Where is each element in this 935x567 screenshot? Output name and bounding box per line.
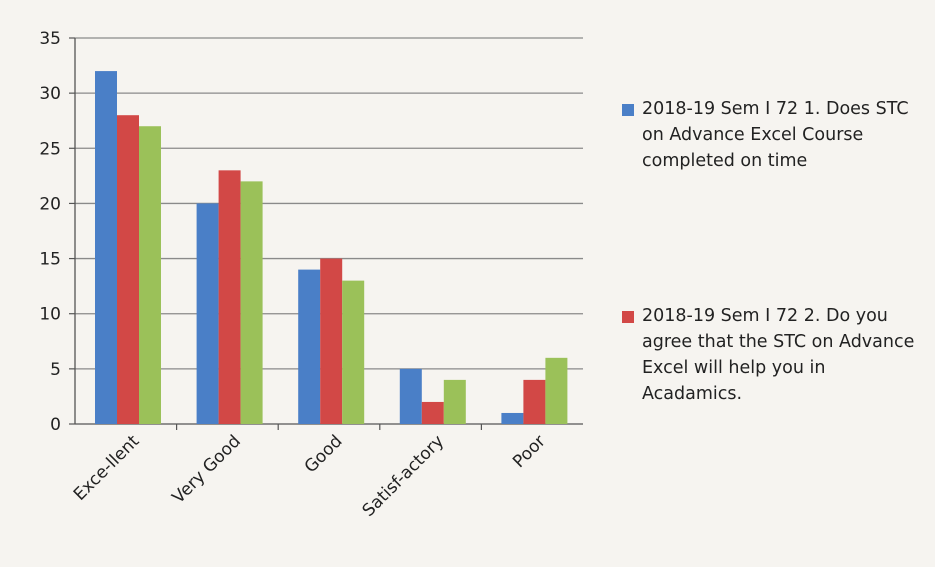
bar-satisf-actory-series-2 — [421, 401, 444, 424]
legend-entry-1: 2018-19 Sem I 72 1. Does STC on Advance … — [622, 96, 922, 174]
x-category-label-3: Good — [301, 431, 347, 477]
y-tick-label-35: 35 — [39, 29, 61, 49]
bar-exce-llent-series-1 — [95, 71, 117, 424]
legend-label-1: 2018-19 Sem I 72 1. Does STC on Advance … — [642, 99, 909, 171]
legend-swatch-1 — [622, 104, 634, 116]
bar-exce-llent-series-3 — [139, 126, 161, 424]
x-category-label-2: Very Good — [169, 431, 245, 507]
bar-poor-series-1 — [501, 412, 524, 424]
bar-good-series-2 — [320, 258, 343, 424]
bar-satisf-actory-series-1 — [399, 368, 422, 424]
y-tick-label-30: 30 — [39, 84, 61, 104]
x-category-label-5: Poor — [509, 431, 550, 472]
y-tick-label-10: 10 — [39, 305, 61, 325]
bar-good-series-1 — [298, 269, 321, 424]
y-tick-label-0: 0 — [50, 415, 61, 435]
bars — [95, 71, 568, 424]
bar-very-good-series-3 — [240, 181, 263, 424]
bar-satisf-actory-series-3 — [443, 379, 466, 424]
bar-poor-series-2 — [523, 379, 546, 424]
bar-very-good-series-1 — [196, 203, 219, 424]
y-tick-label-15: 15 — [39, 250, 61, 270]
y-tick-label-20: 20 — [39, 194, 61, 214]
y-tick-label-5: 5 — [50, 360, 61, 380]
legend-entry-2: 2018-19 Sem I 72 2. Do you agree that th… — [622, 303, 922, 407]
x-category-label-1: Exce-llent — [70, 431, 144, 505]
bar-good-series-3 — [342, 280, 365, 424]
legend-label-2: 2018-19 Sem I 72 2. Do you agree that th… — [642, 306, 915, 404]
bar-very-good-series-2 — [218, 170, 241, 424]
x-category-label-4: Satisf-actory — [359, 431, 448, 520]
legend-swatch-2 — [622, 311, 634, 323]
bar-exce-llent-series-2 — [117, 115, 139, 424]
bar-poor-series-3 — [545, 357, 568, 424]
y-tick-label-25: 25 — [39, 139, 61, 159]
